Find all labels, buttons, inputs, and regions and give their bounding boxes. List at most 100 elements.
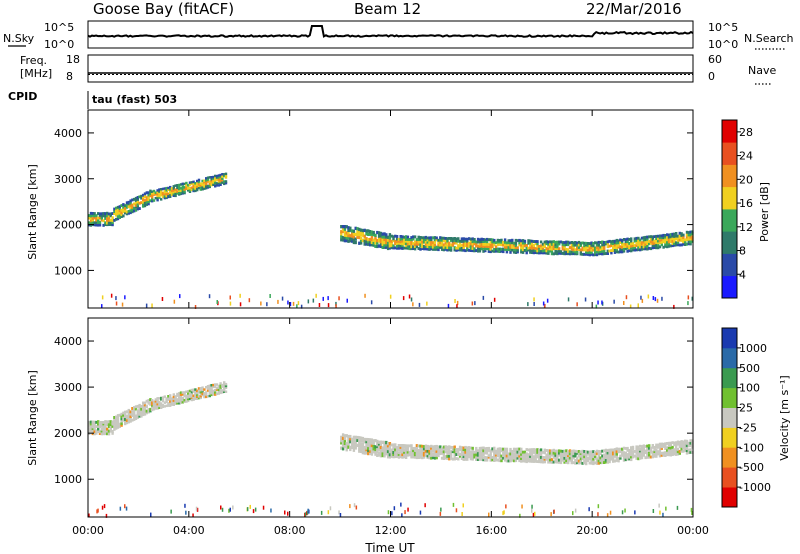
echo-cell [437, 447, 440, 451]
echo-cell [532, 451, 536, 454]
noise-cell [601, 300, 603, 305]
echo-cell [581, 452, 584, 456]
echo-cell [525, 248, 528, 252]
echo-cell [449, 239, 453, 242]
echo-cell [579, 241, 582, 245]
echo-cell [476, 458, 480, 461]
echo-cell [521, 251, 525, 254]
echo-cell [345, 239, 348, 243]
echo-cell [624, 453, 627, 457]
echo-cell [111, 223, 114, 227]
echo-cell [161, 195, 165, 199]
echo-cell [455, 457, 458, 460]
echo-cell [113, 427, 116, 431]
echo-cell [208, 387, 211, 390]
echo-cell [586, 452, 590, 456]
echo-cell [678, 442, 681, 446]
echo-cell [151, 408, 154, 412]
echo-cell [221, 391, 224, 394]
echo-cell [430, 247, 433, 251]
echo-cell [107, 223, 111, 226]
echo-cell [626, 246, 629, 250]
echo-cell [205, 177, 208, 180]
echo-cell [127, 411, 130, 415]
echo-cell [585, 454, 588, 458]
echo-cell [223, 174, 226, 178]
echo-cell [617, 447, 620, 451]
echo-cell [460, 453, 464, 457]
echo-cell [556, 242, 559, 246]
echo-cell [178, 191, 181, 195]
noise-cell [355, 505, 358, 510]
echo-cell [633, 237, 636, 241]
echo-cell [109, 429, 112, 433]
echo-cell [403, 238, 406, 241]
echo-cell [386, 238, 390, 242]
echo-cell [532, 457, 536, 461]
echo-cell [107, 420, 111, 424]
echo-cell [613, 459, 617, 463]
echo-cell [379, 451, 383, 455]
echo-cell [221, 389, 224, 392]
echo-cell [437, 243, 440, 247]
echo-cell [552, 451, 555, 455]
echo-cell [648, 242, 651, 246]
echo-cell [430, 245, 433, 249]
echo-cell [669, 237, 672, 241]
echo-cell [448, 452, 451, 455]
echo-cell [475, 448, 478, 452]
echo-cell [115, 211, 118, 214]
echo-cell [147, 202, 150, 206]
echo-cell [161, 191, 165, 195]
echo-cell [188, 183, 192, 186]
echo-cell [421, 247, 424, 250]
noise-cell [454, 299, 456, 303]
echo-cell [662, 238, 665, 242]
echo-cell [102, 214, 105, 218]
echo-cell [100, 421, 103, 424]
echo-cell [559, 459, 563, 462]
echo-cell [684, 449, 687, 452]
echo-cell [100, 212, 103, 216]
echo-cell [532, 251, 536, 255]
echo-cell [610, 241, 613, 245]
echo-cell [507, 248, 510, 251]
echo-cell [170, 193, 174, 196]
echo-cell [406, 239, 410, 243]
echo-cell [412, 449, 415, 453]
echo-cell [205, 186, 208, 190]
echo-cell [174, 400, 177, 404]
echo-cell [383, 235, 386, 239]
echo-cell [223, 381, 226, 384]
echo-cell [626, 244, 629, 248]
echo-cell [412, 453, 415, 457]
echo-cell [523, 241, 527, 245]
echo-cell [630, 453, 633, 457]
echo-cell [113, 212, 116, 215]
echo-cell [552, 454, 555, 457]
echo-cell [151, 199, 154, 203]
echo-cell [381, 232, 384, 236]
echo-cell [577, 454, 581, 458]
echo-cell [192, 390, 195, 393]
noise-cell [474, 301, 476, 306]
echo-cell [505, 454, 509, 458]
noise-cell [606, 513, 609, 518]
echo-cell [579, 461, 582, 465]
echo-cell [437, 241, 440, 245]
echo-cell [172, 403, 175, 406]
noise-cell [659, 510, 661, 515]
echo-cell [188, 397, 192, 401]
echo-cell [604, 252, 608, 255]
echo-cell [125, 416, 129, 420]
echo-cell [667, 441, 671, 445]
echo-cell [617, 459, 620, 463]
echo-cell [406, 235, 410, 239]
echo-cell [603, 252, 606, 256]
echo-cell [667, 235, 671, 239]
echo-cell [640, 241, 644, 245]
echo-cell [224, 174, 228, 178]
echo-cell [527, 459, 530, 463]
echo-cell [511, 458, 514, 462]
echo-cell [498, 449, 501, 453]
